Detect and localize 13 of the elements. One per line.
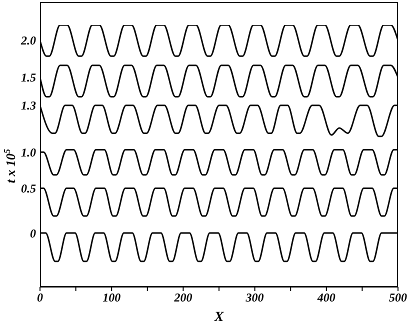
x-tick-label: 200 bbox=[173, 290, 192, 305]
series-label: 0.5 bbox=[21, 181, 36, 196]
x-axis-title: X bbox=[213, 310, 224, 325]
series-label: 1.3 bbox=[21, 98, 36, 113]
series-label: 1.0 bbox=[21, 145, 36, 160]
series-label: 1.5 bbox=[21, 70, 36, 85]
x-tick-label: 100 bbox=[102, 290, 121, 305]
series-label: 0 bbox=[30, 226, 36, 240]
x-tick-label: 400 bbox=[316, 290, 336, 305]
x-tick-label: 0 bbox=[37, 290, 43, 305]
series-label: 2.0 bbox=[20, 34, 36, 48]
x-tick-label: 300 bbox=[244, 290, 264, 305]
x-tick-label: 500 bbox=[389, 290, 407, 305]
